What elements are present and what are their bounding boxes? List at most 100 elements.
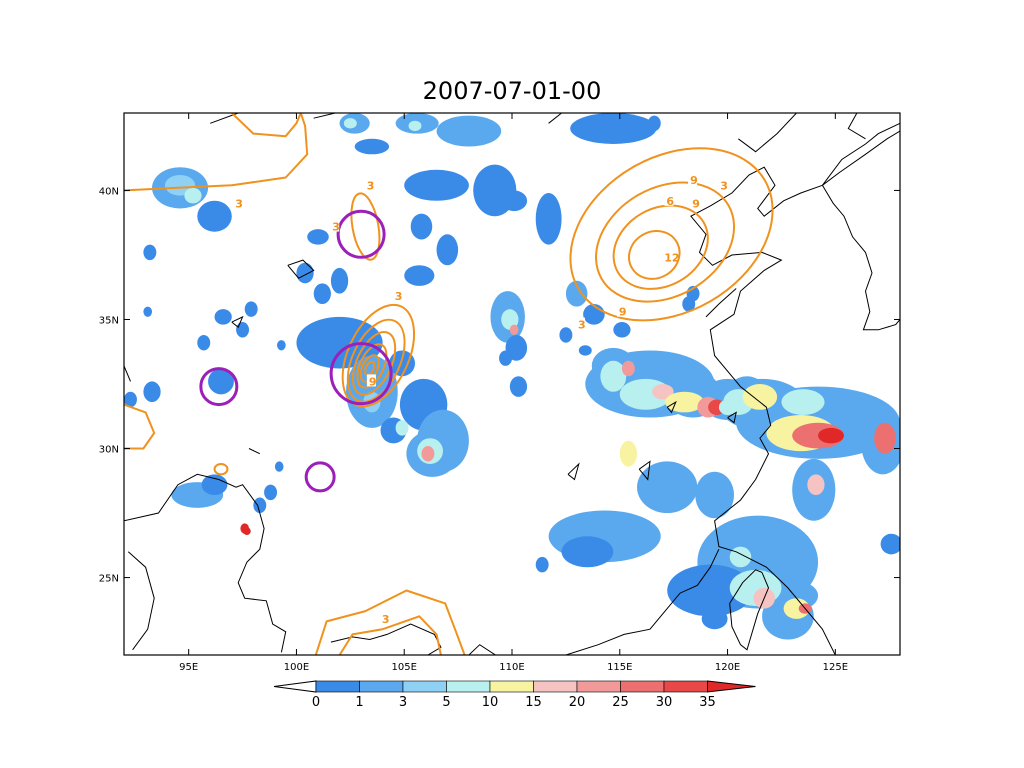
minor-boundary <box>248 448 261 455</box>
precip-cell <box>201 474 228 495</box>
contour-sichuan-18 <box>364 360 376 377</box>
precip-cell <box>124 391 137 408</box>
precip-cell <box>665 391 704 413</box>
contour-label: 9 <box>369 375 377 388</box>
y-tick-label: 25N <box>99 574 119 585</box>
precip-cell <box>880 533 900 555</box>
precip-cell <box>501 190 528 212</box>
precip-cell <box>570 113 657 144</box>
x-axis-ticks: 95E 100E 105E 110E 115E 120E 125E <box>179 113 848 673</box>
korea-border <box>822 130 900 186</box>
contour-label: 12 <box>664 252 679 265</box>
contour-labels: 3 3 3 3 9 9 3 6 9 12 9 3 3 <box>233 173 728 626</box>
precip-cell <box>818 427 844 444</box>
precip-cell <box>535 193 562 245</box>
precip-cell <box>277 340 286 351</box>
colorbar-level-label: 15 <box>525 695 542 710</box>
contour-label: 9 <box>690 174 698 187</box>
dongting-lake <box>567 462 580 481</box>
korea-coastline <box>821 185 900 331</box>
contour-label: 6 <box>666 195 674 208</box>
x-tick-label: 120E <box>715 662 740 673</box>
y-tick-label: 30N <box>99 445 119 456</box>
china-coastline <box>690 166 836 655</box>
colorbar-segment <box>533 680 578 693</box>
colorbar: 0 1 3 5 10 15 20 25 30 35 <box>273 680 756 710</box>
contour-label: 9 <box>619 306 627 319</box>
contour-label-bg <box>233 196 243 209</box>
precip-cell <box>421 445 435 462</box>
precip-cell <box>197 334 211 351</box>
precip-cell <box>729 546 752 568</box>
colorbar-level-label: 20 <box>569 695 586 710</box>
colorbar-level-label: 30 <box>656 695 673 710</box>
precip-cell <box>619 440 638 467</box>
qinghai-lake <box>287 259 315 279</box>
colorbar-segment <box>663 680 708 693</box>
circle-marker-south <box>304 461 336 493</box>
precip-cell <box>143 244 157 261</box>
mongolia-border-west <box>313 113 336 119</box>
x-tick-label: 110E <box>499 662 524 673</box>
west-edge-coast <box>124 365 131 382</box>
contour-sichuan-6 <box>346 318 406 403</box>
precip-cell <box>565 280 588 307</box>
map-plot-area: 3 3 3 3 9 9 3 6 9 12 9 3 3 <box>124 113 900 655</box>
x-tick-label: 105E <box>392 662 417 673</box>
contour-label-bg <box>392 289 402 302</box>
precip-cell <box>718 399 737 415</box>
taiwan-coastline <box>729 569 770 651</box>
contour-label-bg <box>690 196 700 209</box>
tibet-lake <box>231 315 244 329</box>
colorbar-segment <box>402 680 447 693</box>
precip-cell <box>874 422 896 454</box>
x-tick-label: 100E <box>284 662 309 673</box>
precip-cell <box>559 327 573 343</box>
precip-cell <box>244 301 258 317</box>
precip-cell <box>343 118 357 129</box>
contour-label: 9 <box>692 197 700 210</box>
contour-west-edge <box>124 403 156 450</box>
contour-label-bg <box>688 173 698 186</box>
precip-cell <box>701 608 728 630</box>
x-tick-label: 95E <box>179 662 198 673</box>
colorbar-level-label: 25 <box>612 695 629 710</box>
colorbar-level-label: 35 <box>699 695 716 710</box>
precip-cell <box>313 283 331 304</box>
map-title: 2007-07-01-00 <box>423 77 602 105</box>
mongolia-border <box>548 113 562 124</box>
contour-label-bg <box>664 193 674 206</box>
south-china-coast <box>533 548 720 655</box>
colorbar-level-label: 10 <box>482 695 499 710</box>
precip-cell <box>613 322 631 338</box>
precip-cell <box>783 598 810 619</box>
precip-cell <box>404 265 435 286</box>
contour-label-bg <box>364 178 374 191</box>
precip-cell <box>410 213 433 240</box>
colorbar-upper-triangle <box>707 680 756 693</box>
colorbar-level-label: 3 <box>399 695 407 710</box>
ne-inner <box>847 113 866 140</box>
precip-cell <box>781 389 825 415</box>
contour-label-bg <box>616 304 626 317</box>
poyang-lake <box>638 460 651 481</box>
southwest-border <box>124 473 287 653</box>
precipitation-shading <box>124 113 900 640</box>
contour-label: 3 <box>382 613 390 626</box>
precip-cell <box>214 309 232 325</box>
precip-cell <box>236 322 250 338</box>
contour-label: 3 <box>395 290 403 303</box>
precip-cell <box>274 461 284 472</box>
precip-cell <box>408 120 422 132</box>
precip-cell <box>600 360 627 392</box>
precip-cell <box>197 200 232 232</box>
contour-east-9 <box>612 204 709 290</box>
contour-east-6 <box>595 181 736 303</box>
precip-cell <box>652 384 674 400</box>
precip-cell <box>143 306 153 317</box>
contour-nw-inner <box>231 113 302 138</box>
inner-border <box>738 113 797 153</box>
precip-cell <box>695 471 735 519</box>
precip-cell <box>242 527 251 535</box>
y-tick-label: 40N <box>99 186 119 197</box>
